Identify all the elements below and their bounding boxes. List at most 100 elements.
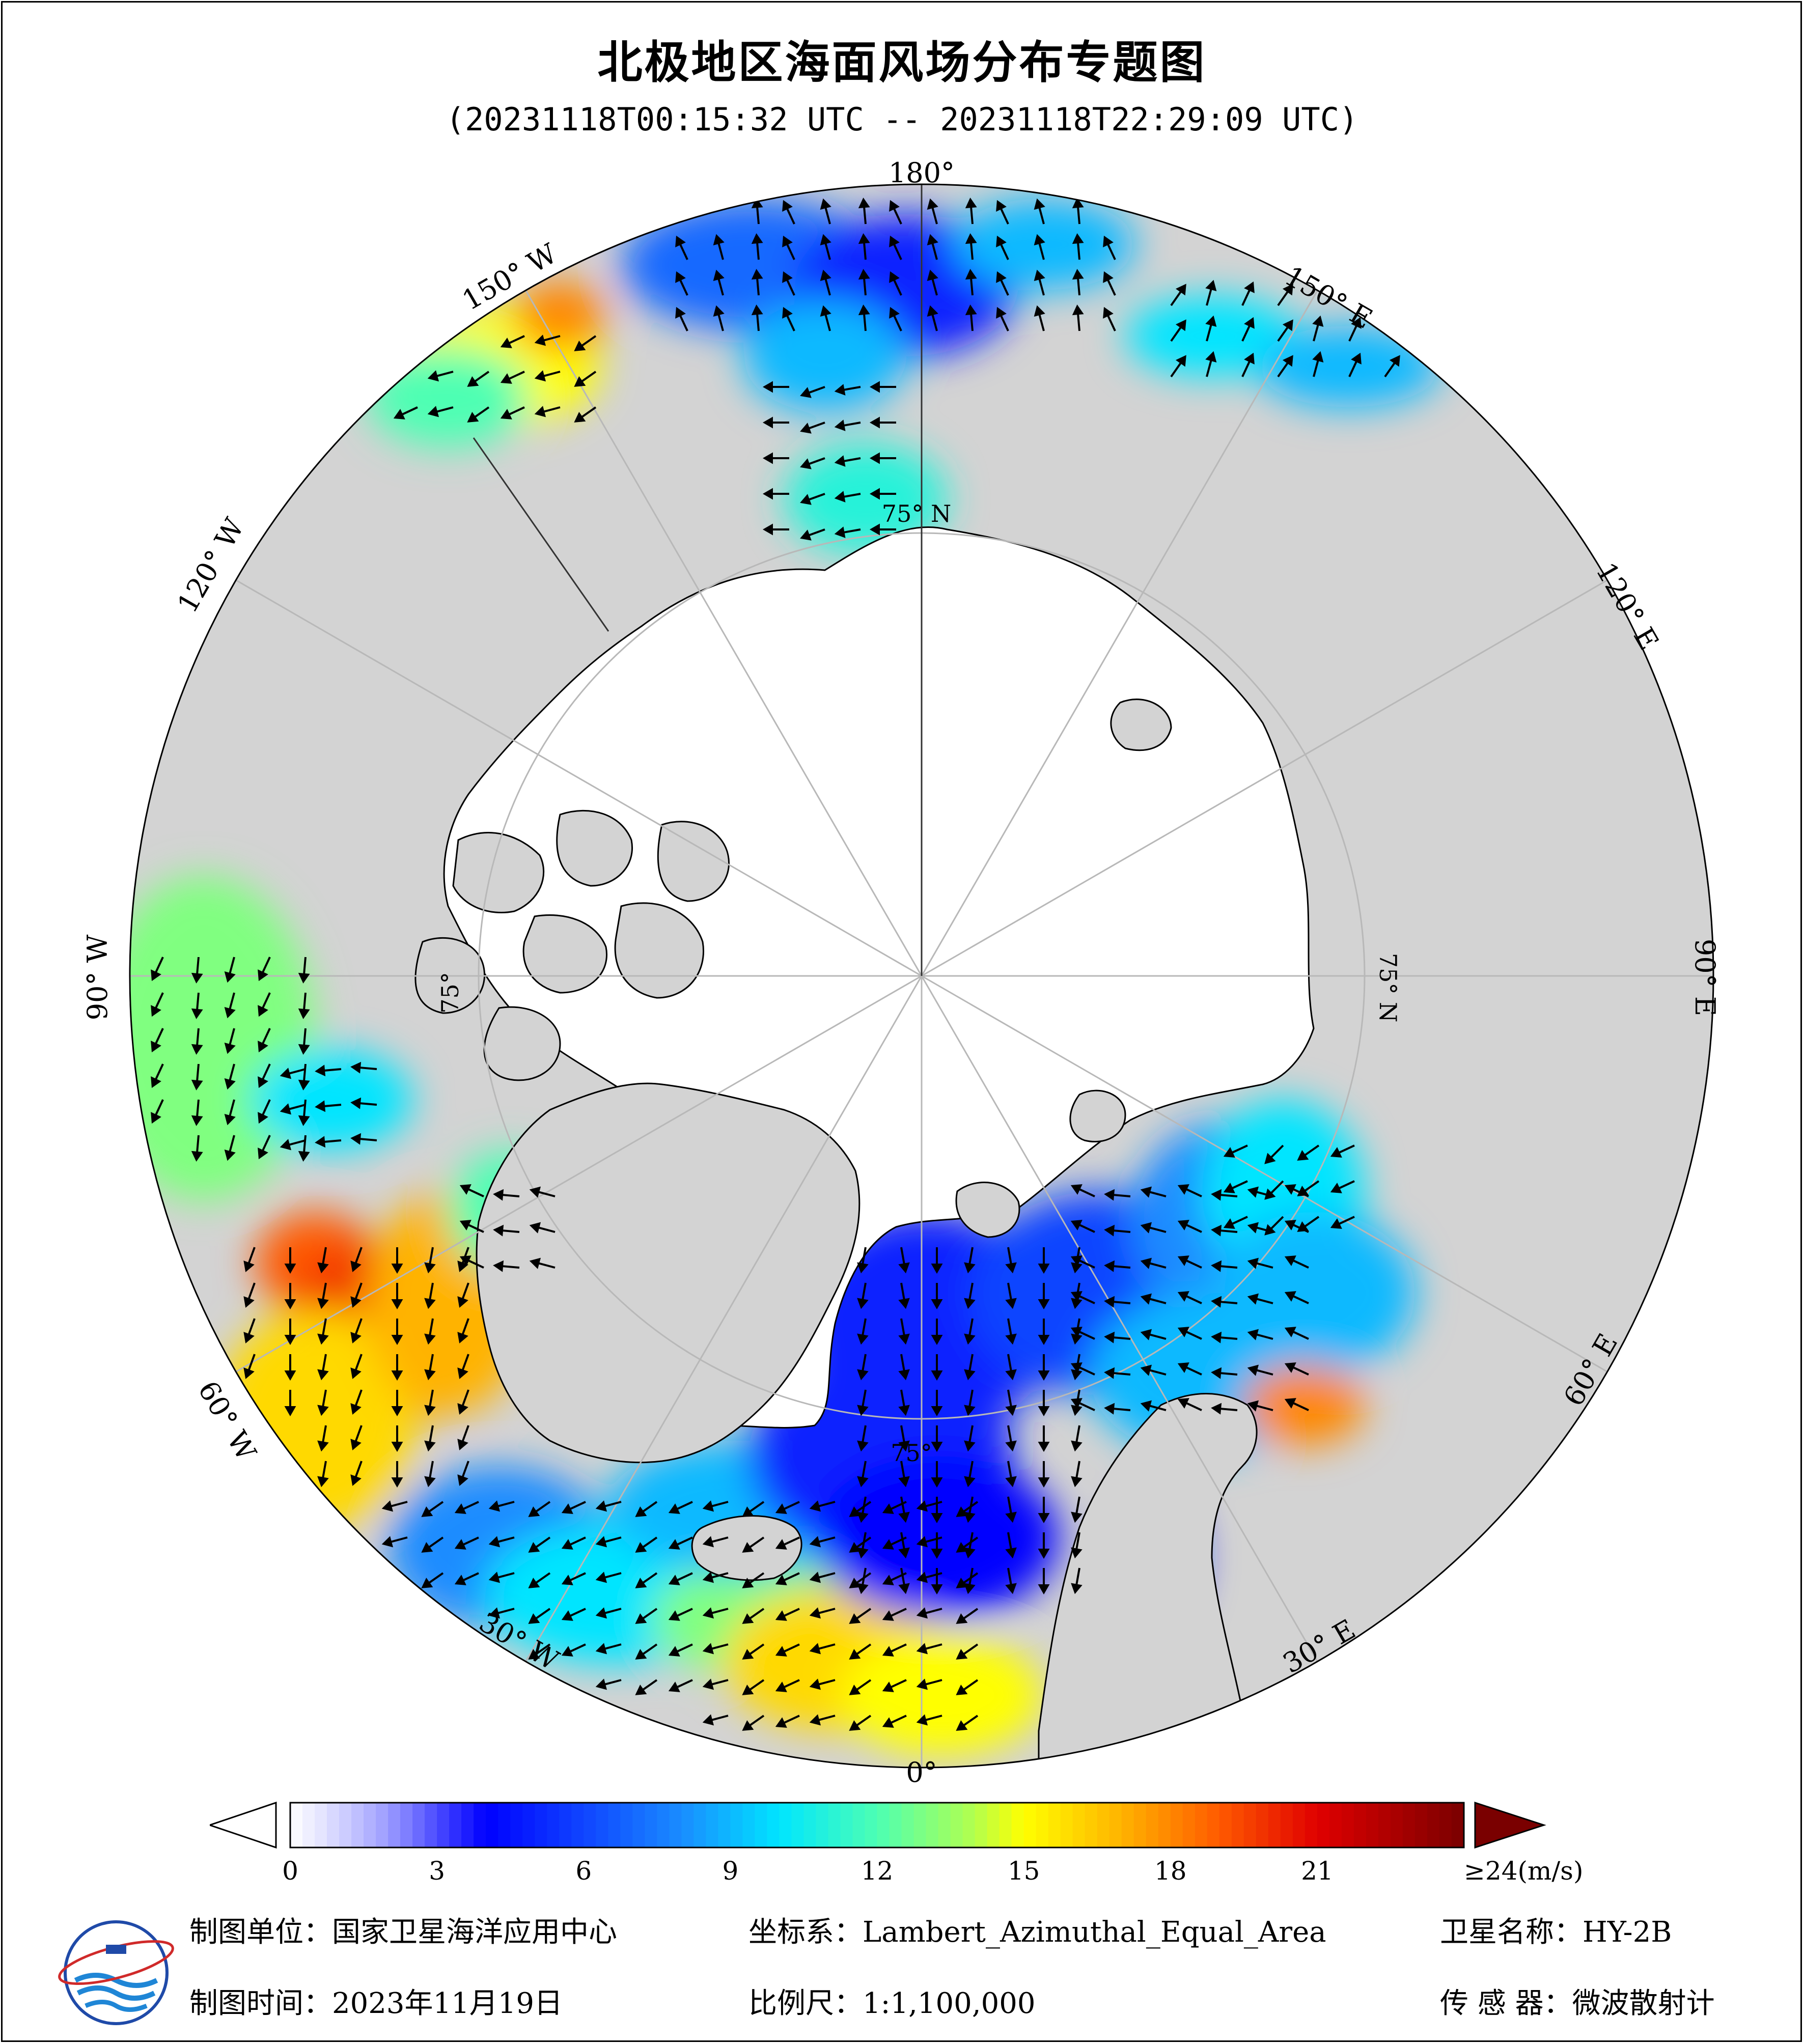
colorbar-cell: [803, 1803, 817, 1847]
wind-arrow-head: [713, 269, 725, 282]
wind-arrow-head: [1038, 1299, 1050, 1310]
colorbar-cell: [755, 1803, 768, 1847]
wind-arrow-head: [635, 1577, 647, 1588]
wind-arrow-head: [882, 1503, 894, 1514]
colorbar-cell: [681, 1803, 695, 1847]
wind-arrow-head: [457, 1332, 468, 1343]
wind-arrow-head: [1205, 315, 1217, 327]
wind-arrow-head: [1005, 1440, 1017, 1452]
wind-arrow-head: [258, 969, 268, 982]
wind-arrow-head: [1177, 1220, 1189, 1230]
wind-arrow-head: [350, 1403, 362, 1415]
wind-arrow-head: [224, 1006, 236, 1019]
wind-arrow-head: [775, 1646, 787, 1657]
wind-arrow-head: [258, 1112, 268, 1124]
colorbar-cell: [865, 1803, 878, 1847]
wind-arrow-head: [1177, 1362, 1189, 1373]
wind-arrow-head: [1211, 1296, 1222, 1308]
wind-arrow-head: [1104, 1296, 1115, 1308]
colorbar-cell: [290, 1803, 303, 1847]
wind-arrow-head: [857, 1369, 869, 1381]
wind-arrow-head: [834, 419, 846, 431]
wind-arrow-head: [191, 1008, 203, 1019]
colorbar-cell: [461, 1803, 475, 1847]
wind-arrow-head: [427, 370, 439, 382]
wind-arrow-head: [317, 1333, 329, 1345]
wind-arrow-head: [1177, 1255, 1189, 1266]
wind-arrow-head: [574, 411, 586, 423]
wind-arrow-head: [956, 1506, 968, 1517]
map-title: 北极地区海面风场分布专题图: [597, 36, 1207, 89]
arctic-islands: [955, 698, 1172, 1238]
colorbar-cell: [889, 1803, 902, 1847]
wind-arrow-head: [574, 340, 586, 351]
wind-arrow-head: [964, 1583, 976, 1594]
meridian-line: [921, 975, 1608, 1373]
wind-arrow-head: [500, 338, 512, 348]
wind-arrow-head: [742, 1577, 754, 1588]
colorbar-cell: [926, 1803, 939, 1847]
wind-arrow-head: [702, 1714, 714, 1726]
satellite-label: 卫星名称：HY-2B: [1440, 1916, 1672, 1949]
wind-arrow-head: [528, 1542, 540, 1553]
wind-arrow-head: [809, 1500, 821, 1512]
meridian-line: [921, 290, 1318, 976]
wind-arrow-head: [742, 1720, 754, 1731]
wind-arrow-head: [869, 452, 880, 464]
wind-arrow-head: [849, 1542, 861, 1553]
wind-arrow-head: [1247, 1257, 1259, 1269]
colorbar-cell: [632, 1803, 646, 1847]
colorbar-cell: [315, 1803, 328, 1847]
wind-arrow-head: [931, 1335, 943, 1346]
wind-arrow-head: [298, 1044, 310, 1055]
wind-arrow-head: [956, 1542, 968, 1553]
wind-arrow-head: [1140, 1257, 1152, 1269]
wind-arrow-head: [350, 1367, 362, 1379]
wind-arrow-head: [1205, 279, 1217, 292]
wind-arrow-head: [996, 200, 1007, 212]
wind-arrow-head: [1211, 1331, 1222, 1343]
colorbar-cell: [1280, 1803, 1293, 1847]
colorbar-cell: [535, 1803, 548, 1847]
wind-arrow-head: [1351, 352, 1362, 365]
lat-label-left: 75°: [436, 972, 464, 1014]
wind-arrow-head: [1104, 1331, 1115, 1343]
wind-arrow-head: [350, 1133, 362, 1145]
colorbar-cells: [290, 1803, 1464, 1847]
wind-arrow-head: [916, 1500, 928, 1512]
wind-arrow-head: [800, 458, 812, 469]
colorbar-cell: [486, 1803, 499, 1847]
wind-arrow-head: [965, 233, 977, 244]
wind-arrow-head: [1038, 1264, 1050, 1274]
canadian-archipelago: [414, 809, 730, 1081]
wind-arrow-head: [1034, 198, 1045, 210]
wind-arrow-head: [1034, 269, 1045, 282]
wind-arrow-head: [857, 1262, 869, 1274]
wind-arrow-head: [668, 1503, 680, 1514]
wind-arrow-head: [996, 306, 1007, 319]
lat-label-right: 75° N: [1374, 953, 1402, 1022]
colorbar-cell: [1390, 1803, 1403, 1847]
wind-speed-patch: [784, 443, 947, 555]
wind-arrow-head: [889, 306, 900, 319]
wind-arrow-head: [858, 233, 870, 244]
colorbar-cell: [706, 1803, 719, 1847]
colorbar-cell: [1268, 1803, 1281, 1847]
wind-arrow-head: [561, 1503, 573, 1514]
wind-arrow-head: [1351, 317, 1362, 329]
wind-arrow-head: [454, 1575, 466, 1585]
wind-arrow-head: [857, 1440, 869, 1452]
wind-arrow-head: [1205, 351, 1217, 363]
meridian-line: [235, 579, 922, 977]
wind-arrow-head: [1264, 1188, 1276, 1200]
wind-arrow-head: [965, 198, 977, 209]
wind-arrow-head: [849, 1684, 861, 1695]
wind-arrow-head: [1140, 1400, 1152, 1412]
wind-arrow-head: [298, 1079, 310, 1090]
wind-arrow-head: [1038, 1513, 1050, 1524]
wind-arrow-head: [224, 1149, 236, 1161]
wind-arrow-head: [350, 1097, 362, 1109]
colorbar-cell: [938, 1803, 951, 1847]
wind-arrow-head: [1038, 1549, 1050, 1559]
